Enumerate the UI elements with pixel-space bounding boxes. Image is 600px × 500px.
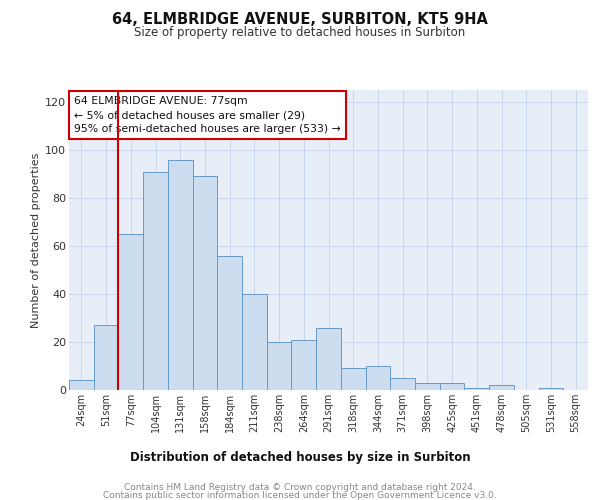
- Bar: [118, 234, 143, 390]
- Text: 64 ELMBRIDGE AVENUE: 77sqm
← 5% of detached houses are smaller (29)
95% of semi-: 64 ELMBRIDGE AVENUE: 77sqm ← 5% of detac…: [74, 96, 341, 134]
- Bar: [489, 385, 514, 390]
- Text: Distribution of detached houses by size in Surbiton: Distribution of detached houses by size …: [130, 451, 470, 464]
- Bar: [415, 383, 440, 390]
- Bar: [440, 383, 464, 390]
- Bar: [143, 172, 168, 390]
- Text: Size of property relative to detached houses in Surbiton: Size of property relative to detached ho…: [134, 26, 466, 39]
- Bar: [539, 388, 563, 390]
- Text: 64, ELMBRIDGE AVENUE, SURBITON, KT5 9HA: 64, ELMBRIDGE AVENUE, SURBITON, KT5 9HA: [112, 12, 488, 28]
- Bar: [69, 380, 94, 390]
- Bar: [316, 328, 341, 390]
- Bar: [217, 256, 242, 390]
- Bar: [390, 378, 415, 390]
- Bar: [168, 160, 193, 390]
- Bar: [292, 340, 316, 390]
- Text: Contains HM Land Registry data © Crown copyright and database right 2024.: Contains HM Land Registry data © Crown c…: [124, 483, 476, 492]
- Bar: [193, 176, 217, 390]
- Bar: [94, 325, 118, 390]
- Bar: [242, 294, 267, 390]
- Text: Contains public sector information licensed under the Open Government Licence v3: Contains public sector information licen…: [103, 492, 497, 500]
- Bar: [267, 342, 292, 390]
- Bar: [365, 366, 390, 390]
- Bar: [464, 388, 489, 390]
- Bar: [341, 368, 365, 390]
- Y-axis label: Number of detached properties: Number of detached properties: [31, 152, 41, 328]
